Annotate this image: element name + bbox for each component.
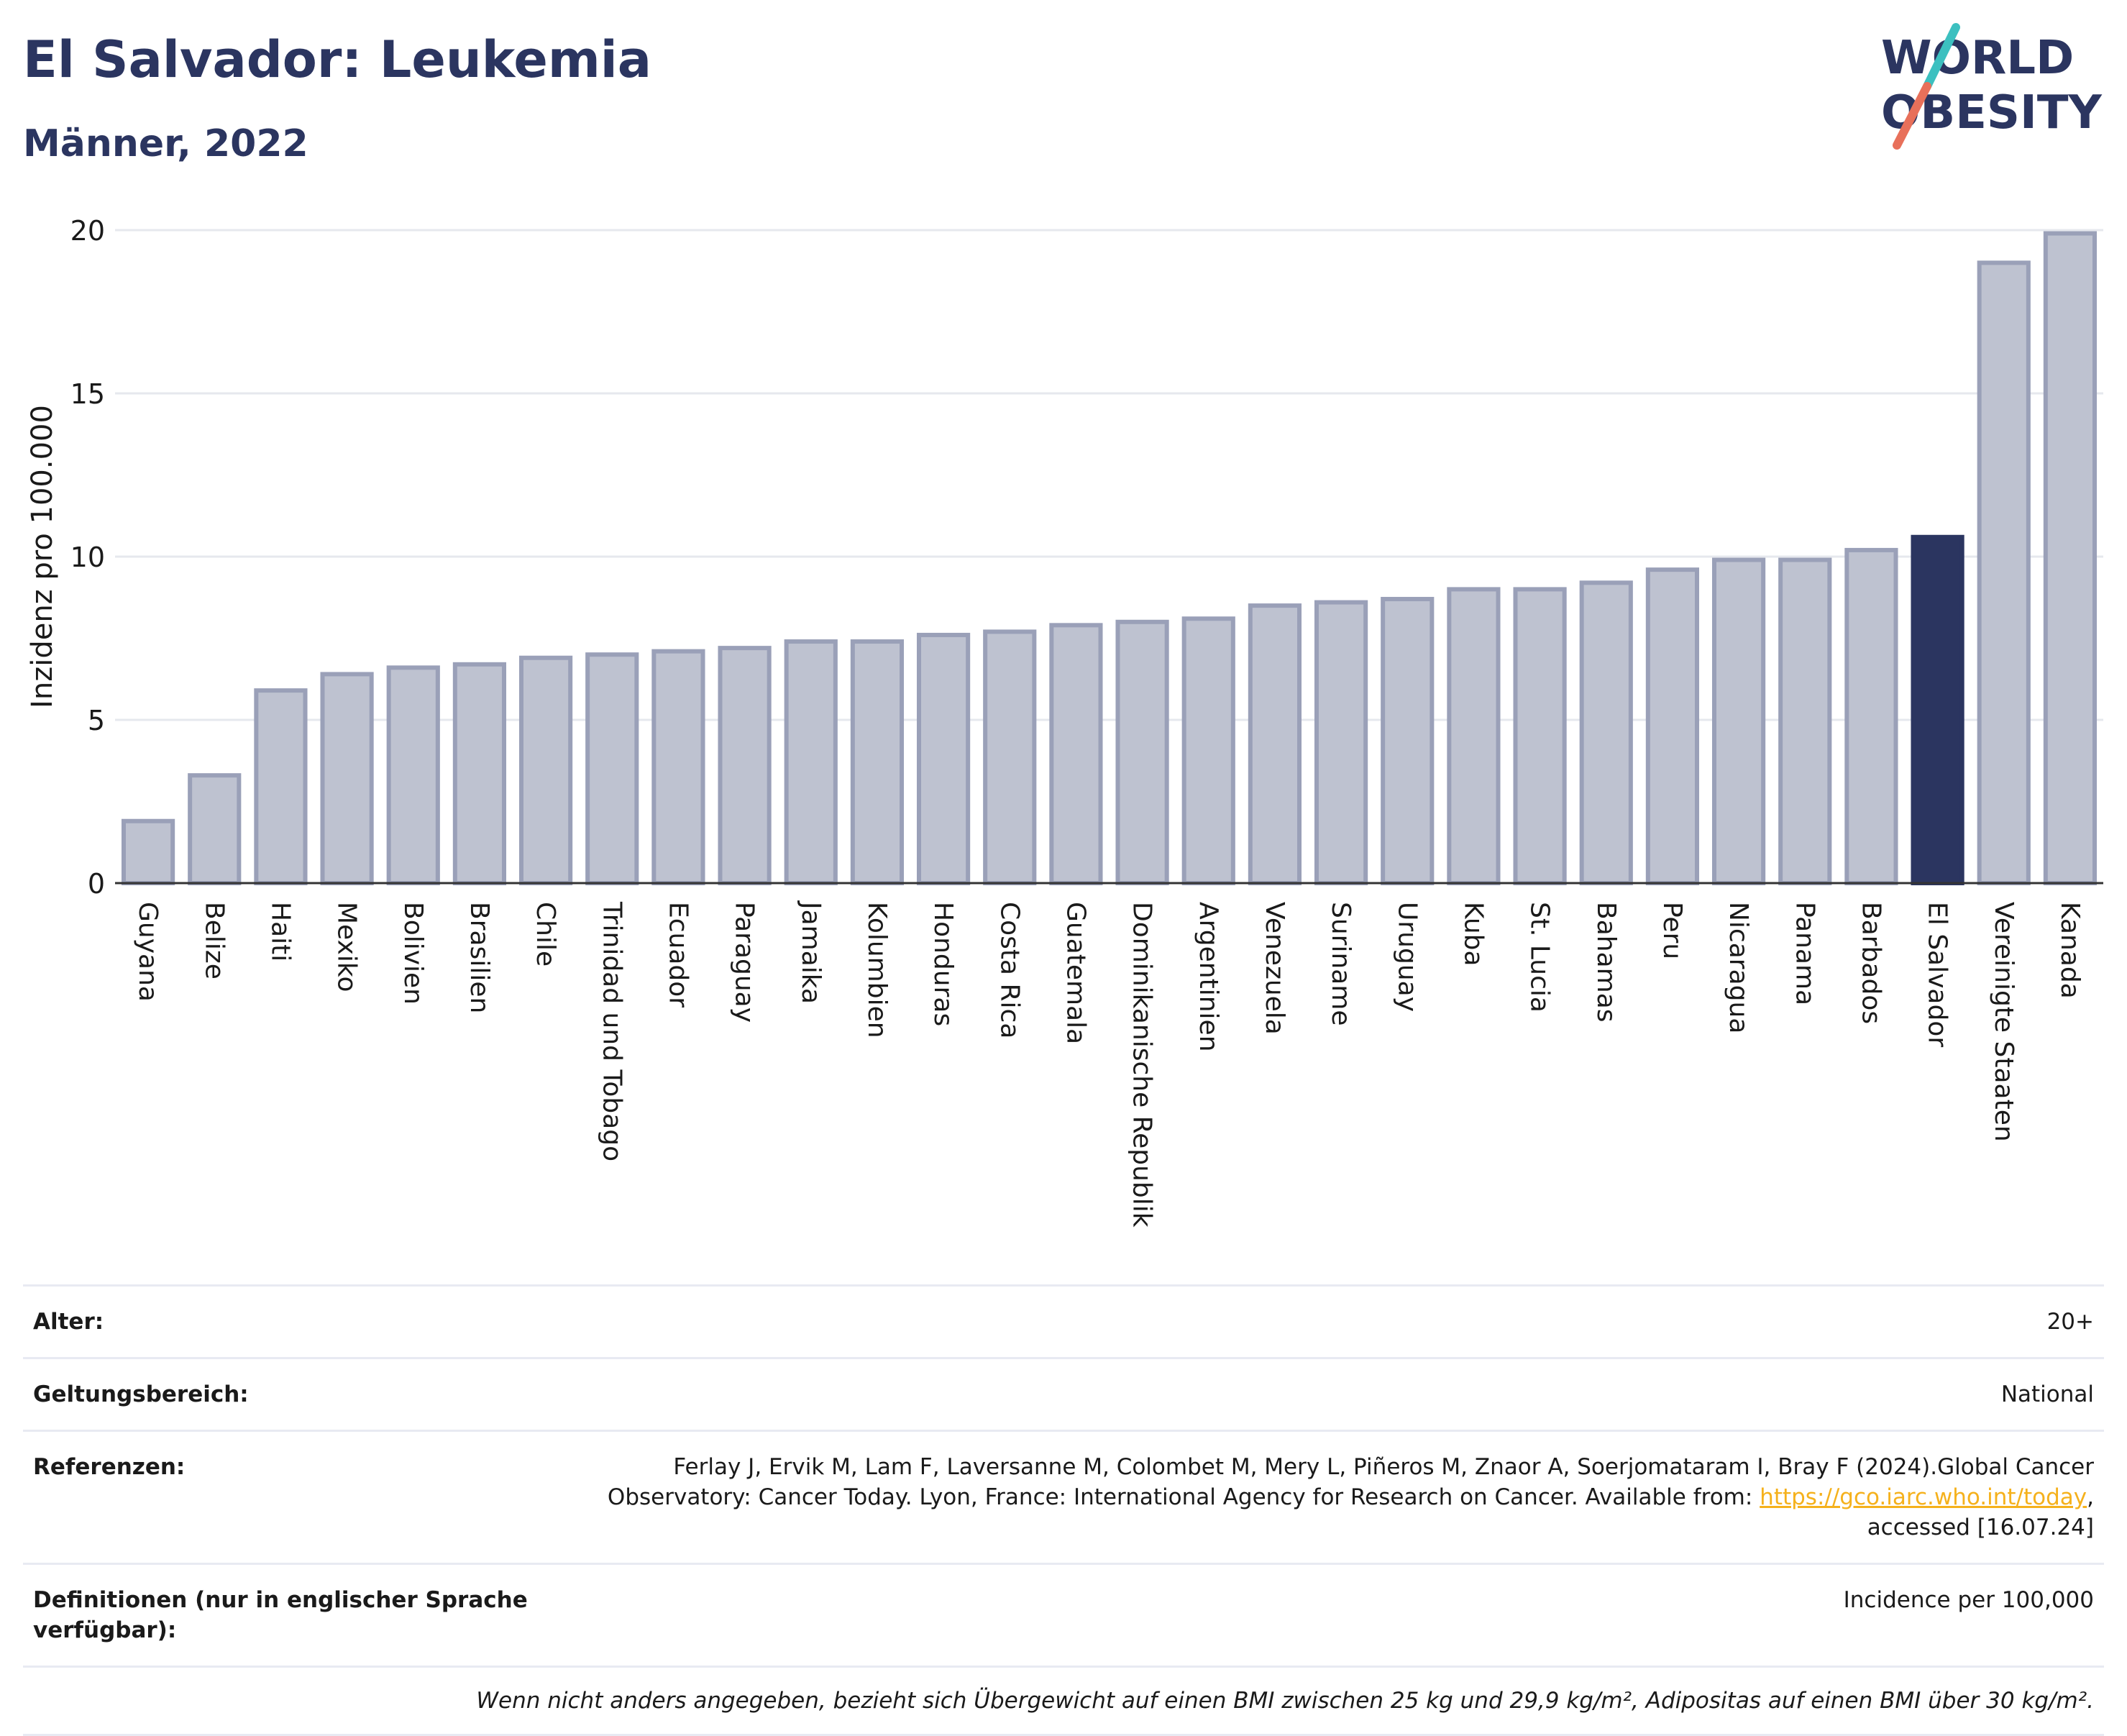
meta-row-scope: Geltungsbereich: National: [23, 1357, 2104, 1430]
x-tick-label: Honduras: [928, 902, 958, 1026]
x-tick-label: Guatemala: [1061, 902, 1090, 1044]
bar: [518, 655, 573, 885]
scope-label: Geltungsbereich:: [33, 1381, 249, 1407]
age-value: 20+: [2046, 1309, 2094, 1335]
world-obesity-logo: WORLD OBESITY: [1881, 23, 2102, 150]
bar: [1645, 567, 1700, 885]
y-tick-label: 10: [70, 542, 105, 573]
bar: [1049, 623, 1103, 886]
bar: [1248, 603, 1302, 885]
bar: [1513, 587, 1567, 886]
references-text: Ferlay J, Ervik M, Lam F, Laversanne M, …: [607, 1454, 2094, 1510]
x-tick-label: Jamaika: [796, 900, 825, 1004]
meta-row-age: Alter: 20+: [23, 1284, 2104, 1357]
bar: [1778, 557, 1832, 885]
y-tick-label: 15: [70, 378, 105, 410]
x-tick-label: Ecuador: [663, 902, 692, 1008]
bar: [1844, 547, 1898, 885]
bar: [188, 773, 242, 885]
x-tick-label: Venezuela: [1260, 902, 1289, 1035]
x-tick-label: Chile: [531, 902, 560, 967]
bar: [1711, 557, 1766, 885]
x-tick-label: Argentinien: [1194, 902, 1223, 1052]
logo-slash-top: [1923, 23, 1960, 91]
x-tick-label: Peru: [1657, 902, 1687, 959]
age-label: Alter:: [33, 1309, 104, 1335]
bar: [2043, 231, 2098, 886]
bmi-note: Wenn nicht anders angegeben, bezieht sic…: [476, 1688, 2094, 1714]
bar: [1115, 619, 1169, 885]
references-value: Ferlay J, Ervik M, Lam F, Laversanne M, …: [580, 1452, 2094, 1543]
x-tick-label: Uruguay: [1392, 902, 1422, 1012]
references-accessed: , accessed [16.07.24]: [1867, 1484, 2094, 1540]
y-tick-label: 20: [70, 215, 105, 247]
meta-row-references: Referenzen: Ferlay J, Ervik M, Lam F, La…: [23, 1430, 2104, 1563]
x-tick-label: Bolivien: [398, 902, 428, 1005]
x-tick-label: El Salvador: [1923, 902, 1952, 1047]
chart-title: El Salvador: Leukemia: [23, 30, 652, 89]
y-tick-label: 5: [88, 705, 105, 736]
bar: [121, 818, 175, 885]
bar: [784, 639, 838, 885]
y-axis-title: Inzidenz pro 100.000: [26, 405, 59, 708]
meta-row-definitions: Definitionen (nur in englischer Sprache …: [23, 1563, 2104, 1666]
references-label: Referenzen:: [33, 1454, 186, 1480]
definitions-label: Definitionen (nur in englischer Sprache …: [33, 1587, 528, 1643]
bar: [983, 629, 1037, 885]
x-tick-label: Paraguay: [730, 902, 759, 1023]
bar: [1579, 580, 1633, 885]
bar: [1381, 597, 1435, 886]
chart-subtitle: Männer, 2022: [23, 122, 308, 165]
x-tick-label: Vereinigte Staaten: [1989, 902, 2018, 1142]
bar: [1447, 587, 1501, 886]
x-tick-label: Barbados: [1856, 902, 1885, 1024]
x-tick-label: Kolumbien: [862, 902, 892, 1038]
bar: [1977, 260, 2031, 885]
x-tick-label: Mexiko: [332, 902, 362, 992]
x-tick-label: Kanada: [2055, 902, 2085, 999]
bar: [452, 662, 507, 885]
x-tick-label: Belize: [199, 902, 229, 979]
metadata-table: Alter: 20+ Geltungsbereich: National Ref…: [23, 1284, 2104, 1736]
x-tick-label: Suriname: [1326, 902, 1355, 1026]
x-tick-label: Bahamas: [1591, 902, 1621, 1023]
bar: [1911, 534, 1964, 885]
bar: [916, 632, 971, 886]
logo-text-world: WORLD: [1881, 32, 2074, 85]
bar: [585, 652, 639, 885]
bar: [1181, 616, 1235, 885]
x-tick-label: Guyana: [133, 902, 163, 1002]
x-tick-label: Dominikanische Republik: [1127, 902, 1157, 1228]
x-tick-label: Nicaragua: [1724, 902, 1753, 1033]
scope-value: National: [2000, 1381, 2094, 1407]
x-tick-label: St. Lucia: [1525, 902, 1555, 1013]
bar: [254, 688, 308, 885]
bar-chart: 0 5 10 15 20 Inzidenz pro 100.000 Guyana Belize…: [26, 215, 2103, 1228]
bar: [320, 672, 374, 885]
bar: [386, 665, 440, 885]
x-tick-label: Panama: [1790, 902, 1819, 1005]
x-tick-label: Brasilien: [465, 902, 494, 1013]
y-tick-label: 0: [88, 868, 105, 900]
definitions-value: Incidence per 100,000: [1843, 1587, 2094, 1613]
bar: [850, 639, 905, 885]
x-tick-label: Costa Rica: [994, 902, 1024, 1038]
x-tick-label: Haiti: [265, 902, 295, 961]
references-link[interactable]: https://gco.iarc.who.int/today: [1760, 1484, 2087, 1510]
x-tick-label: Kuba: [1458, 902, 1488, 967]
bar: [1314, 600, 1368, 885]
x-tick-label: Trinidad und Tobago: [597, 901, 626, 1161]
bar: [651, 649, 705, 885]
bar: [718, 646, 772, 885]
meta-row-note: Wenn nicht anders angegeben, bezieht sic…: [23, 1666, 2104, 1736]
logo-slash-bottom: [1893, 82, 1931, 150]
